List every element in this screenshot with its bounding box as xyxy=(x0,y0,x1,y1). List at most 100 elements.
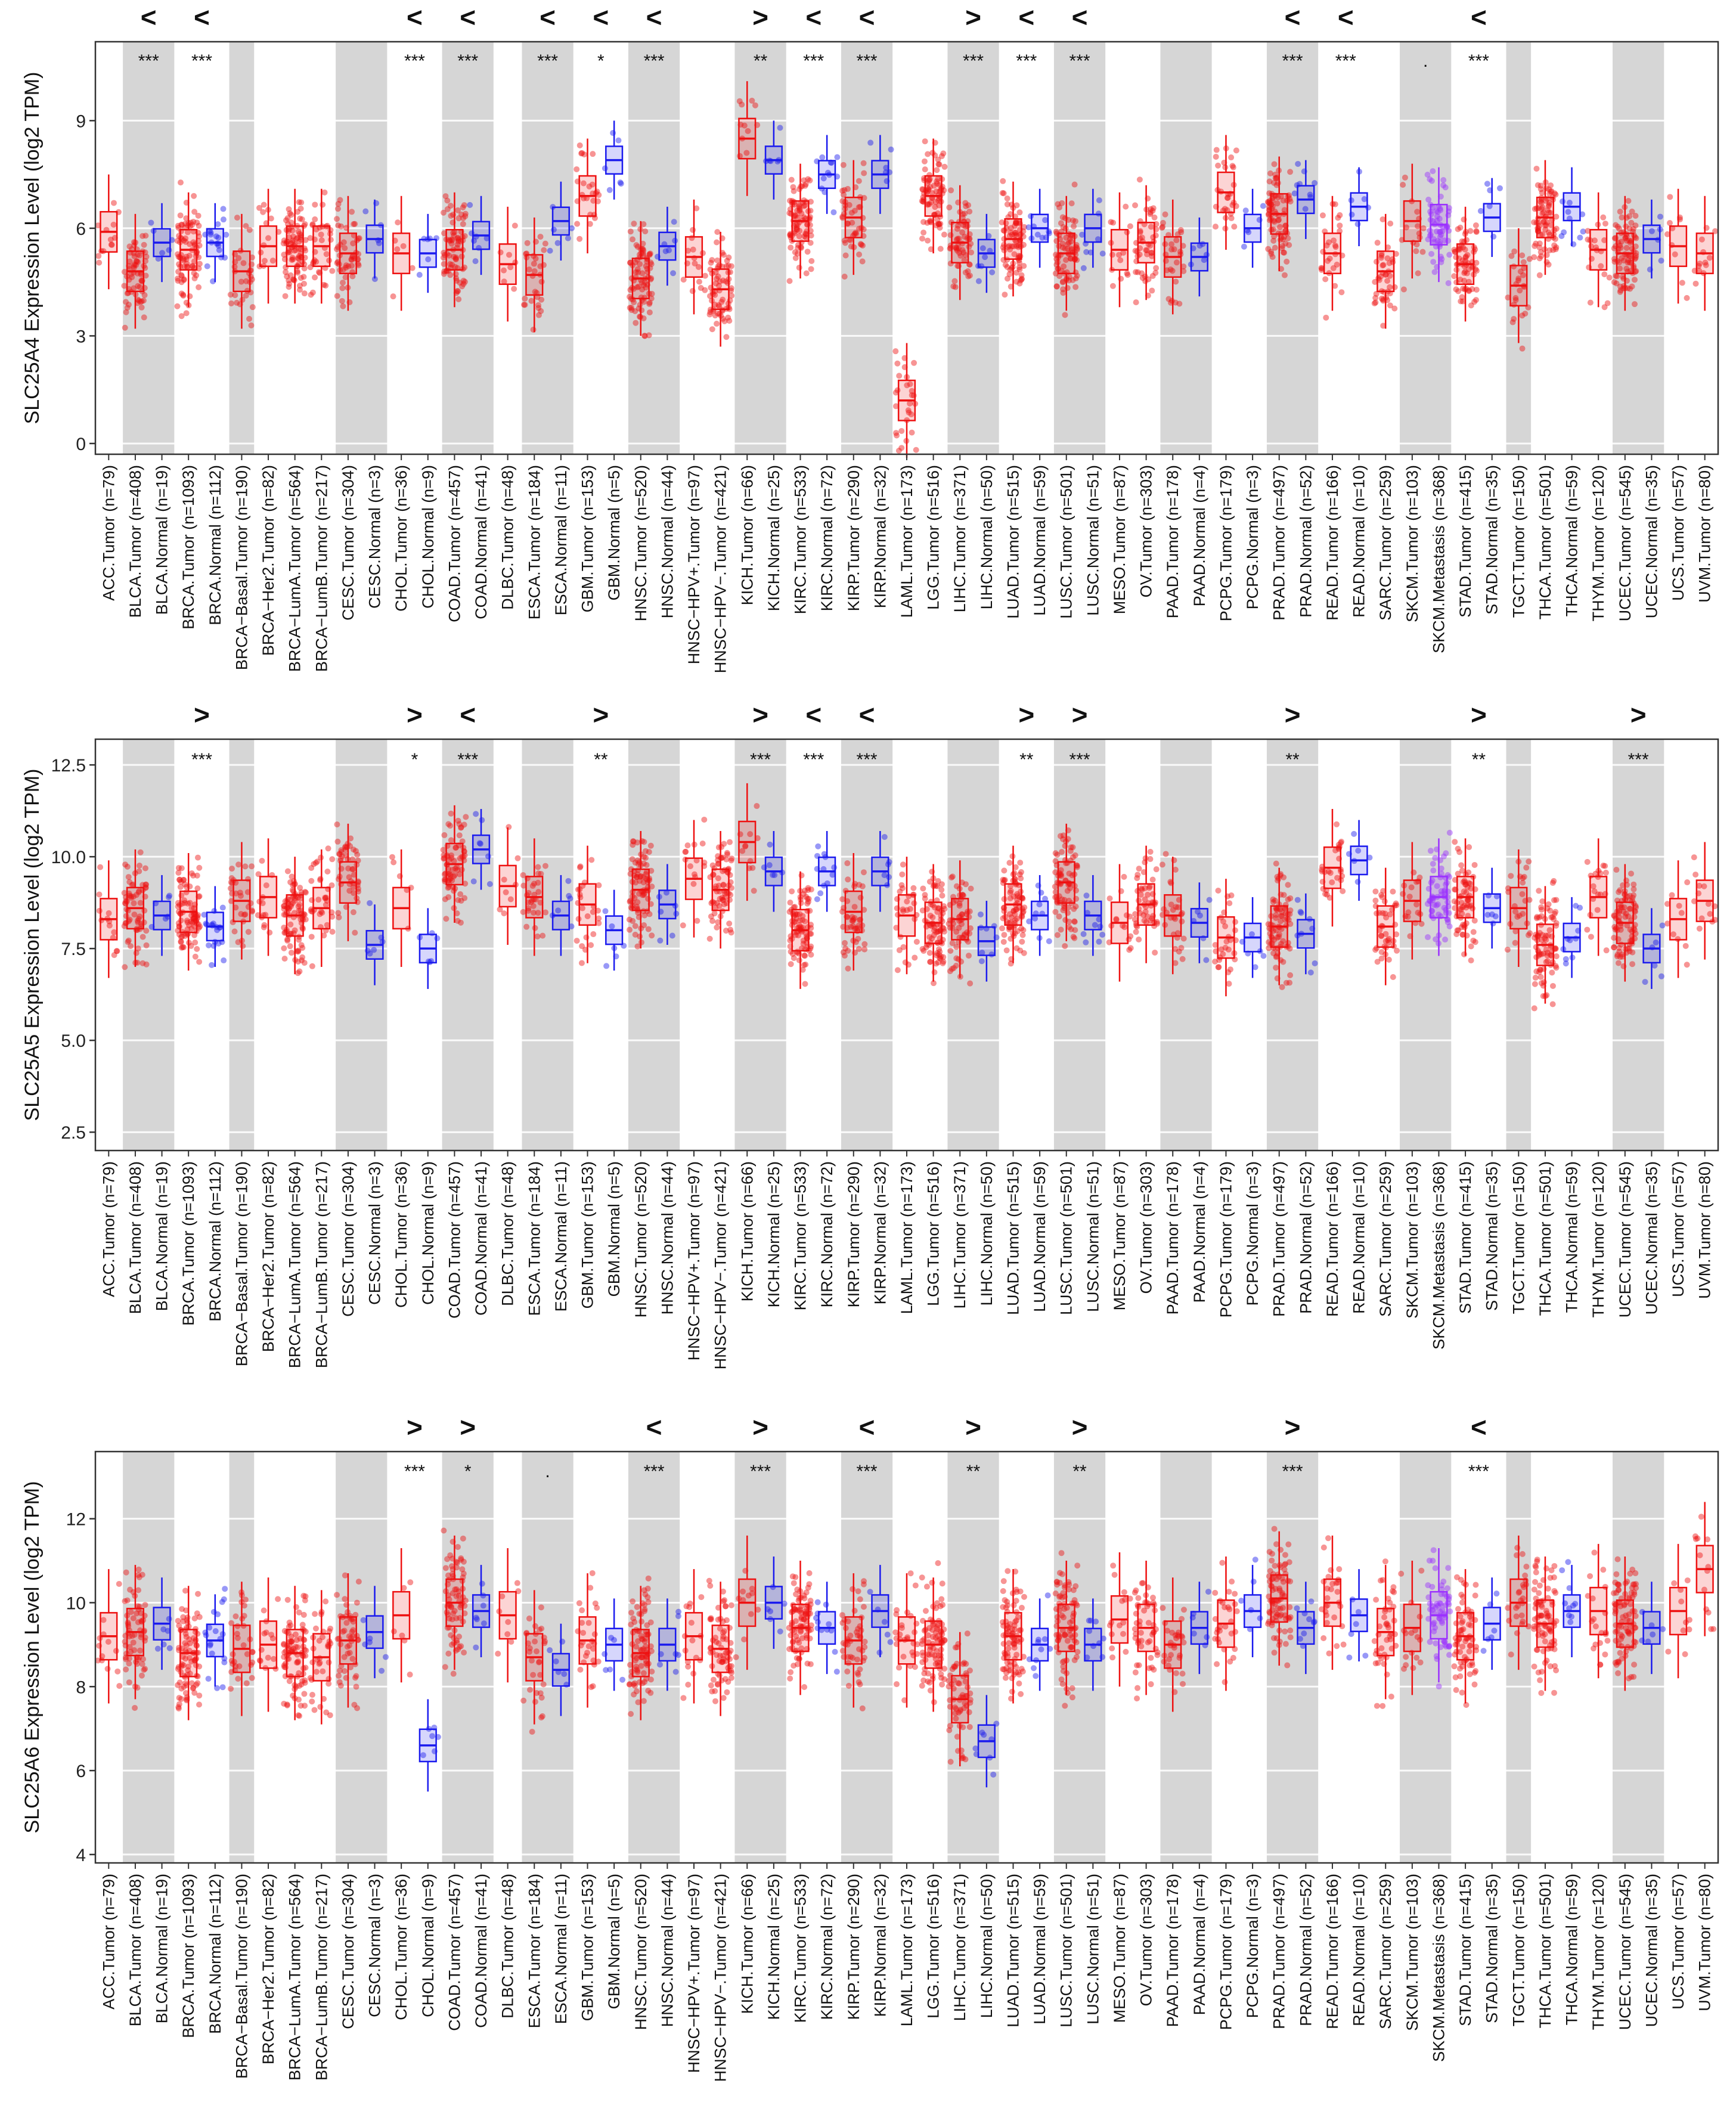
x-tick-label: ESCA.Normal (n=11) xyxy=(552,465,570,615)
significance-stars: *** xyxy=(1070,750,1090,770)
points-hnsc-normal-n-44 xyxy=(654,219,678,277)
significance-arrow: < xyxy=(1018,2,1034,33)
significance-arrow: < xyxy=(540,2,556,33)
box-chol-normal-n-9 xyxy=(418,213,437,293)
x-tick-label: CHOL.Normal (n=9) xyxy=(419,465,437,609)
x-tick-label: PAAD.Normal (n=4) xyxy=(1191,1874,1208,2015)
y-tick-label: 10.0 xyxy=(51,848,86,867)
x-tick-label: MESO.Tumor (n=87) xyxy=(1111,1874,1129,2023)
box-lusc-tumor-n-501 xyxy=(1057,196,1075,311)
box-thca-normal-n-59 xyxy=(1563,1565,1581,1657)
y-tick-label: 3 xyxy=(76,327,86,346)
box-brca-basal-tumor-n-190 xyxy=(232,842,251,960)
x-tick-label: LUSC.Normal (n=51) xyxy=(1084,1161,1102,1312)
x-tick-label: UCEC.Tumor (n=545) xyxy=(1616,465,1634,621)
y-axis-label: SLC25A4 Expression Level (log2 TPM) xyxy=(21,72,44,424)
points-meso-tumor-n-87 xyxy=(1106,1562,1133,1661)
group-shade xyxy=(1266,1452,1319,1863)
significance-stars: *** xyxy=(1468,1462,1489,1481)
x-tick-label: THYM.Tumor (n=120) xyxy=(1589,465,1607,621)
x-tick-label: UCEC.Normal (n=35) xyxy=(1642,1874,1660,2027)
group-shade xyxy=(1266,42,1319,454)
box-hnsc-hpv-tumor-n-97 xyxy=(684,820,703,938)
x-tick-label: SKCM.Metastasis (n=368) xyxy=(1430,465,1447,653)
box-hnsc-normal-n-44 xyxy=(658,1598,677,1691)
group-shade xyxy=(122,1452,175,1863)
group-shade xyxy=(733,739,788,1151)
x-tick-label: KICH.Tumor (n=66) xyxy=(738,1874,756,2014)
x-tick-label: SKCM.Tumor (n=103) xyxy=(1403,1874,1421,2031)
points-brca-lumb-tumor-n-217 xyxy=(307,1598,334,1719)
points-paad-tumor-n-178 xyxy=(1160,1605,1187,1695)
significance-stars: *** xyxy=(963,51,984,71)
x-tick-label: BRCA.Tumor (n=1093) xyxy=(179,465,197,630)
significance-arrow: > xyxy=(752,699,768,730)
points-hnsc-normal-n-44 xyxy=(656,1608,682,1675)
panel-3: *** > * >. *** < *** > *** < ** > ** > *** > *** <4 6 8 10 12… xyxy=(21,1412,1719,2082)
x-tick-label: KIRC.Normal (n=72) xyxy=(818,1874,836,2020)
box-lihc-tumor-n-371 xyxy=(951,1632,969,1767)
group-shade xyxy=(627,42,681,454)
x-tick-label: HNSC.Tumor (n=520) xyxy=(632,1161,650,1317)
significance-arrow: > xyxy=(407,1412,423,1443)
box-pcpg-normal-n-3 xyxy=(1244,897,1262,978)
x-tick-label: COAD.Tumor (n=457) xyxy=(445,1874,463,2031)
box-thym-tumor-n-120 xyxy=(1589,192,1608,308)
x-tick-label: GBM.Tumor (n=153) xyxy=(579,1161,597,1309)
box-kich-tumor-n-66 xyxy=(738,783,757,901)
significance-arrow: > xyxy=(1018,699,1034,730)
box-kirp-tumor-n-290 xyxy=(844,852,863,971)
box-kirc-normal-n-72 xyxy=(818,135,836,214)
y-tick-label: 10 xyxy=(66,1593,86,1613)
box-paad-normal-n-4 xyxy=(1190,1582,1208,1675)
significance-arrow: > xyxy=(965,1412,981,1443)
x-tick-label: HNSC−HPV+.Tumor (n=97) xyxy=(685,465,703,664)
x-tick-label: LGG.Tumor (n=516) xyxy=(925,1874,943,2019)
significance-stars: ** xyxy=(1072,1462,1087,1481)
box-gbm-normal-n-5 xyxy=(605,889,624,971)
significance-stars: ** xyxy=(1019,750,1034,770)
box-prad-normal-n-52 xyxy=(1297,893,1315,975)
box-brca-lumb-tumor-n-217 xyxy=(312,1590,331,1725)
box-hnsc-tumor-n-520 xyxy=(631,221,650,336)
box-blca-normal-n-19 xyxy=(153,875,171,956)
x-tick-label: KIRC.Normal (n=72) xyxy=(818,465,836,611)
x-tick-label: THYM.Tumor (n=120) xyxy=(1589,1874,1607,2030)
group-shade xyxy=(1053,1452,1106,1863)
significance-arrow: > xyxy=(407,699,423,730)
box-ucec-tumor-n-545 xyxy=(1616,196,1634,311)
x-tick-label: STAD.Tumor (n=415) xyxy=(1456,465,1474,618)
x-tick-label: PCPG.Tumor (n=179) xyxy=(1217,1874,1235,2030)
x-tick-label: PCPG.Normal (n=3) xyxy=(1244,1874,1261,2018)
box-acc-tumor-n-79 xyxy=(100,174,118,290)
box-lgg-tumor-n-516 xyxy=(924,1577,943,1712)
x-tick-label: HNSC.Normal (n=44) xyxy=(658,465,676,618)
box-skcm-metastasis-n-368 xyxy=(1430,1548,1448,1683)
significance-arrow: > xyxy=(1630,699,1647,730)
box-brca-tumor-n-1093 xyxy=(179,1586,198,1720)
box-pcpg-tumor-n-179 xyxy=(1217,879,1235,997)
x-tick-label: BRCA−Her2.Tumor (n=82) xyxy=(259,1874,277,2064)
group-shade xyxy=(1611,42,1665,454)
x-tick-label: DLBC.Tumor (n=48) xyxy=(499,465,517,610)
box-blca-tumor-n-408 xyxy=(126,1565,145,1700)
box-stad-normal-n-35 xyxy=(1483,1577,1501,1670)
box-dlbc-tumor-n-48 xyxy=(498,1548,517,1683)
box-chol-tumor-n-36 xyxy=(392,849,411,967)
box-dlbc-tumor-n-48 xyxy=(498,827,517,945)
group-shade xyxy=(441,1452,495,1863)
points-ov-tumor-n-303 xyxy=(1132,1580,1161,1702)
significance-arrow: < xyxy=(1471,1412,1487,1443)
y-tick-label: 2.5 xyxy=(61,1123,86,1143)
box-esca-normal-n-11 xyxy=(551,181,570,261)
box-read-normal-n-10 xyxy=(1350,820,1368,901)
box-thca-tumor-n-501 xyxy=(1536,886,1555,1004)
significance-stars: *** xyxy=(457,750,478,770)
box-uvm-tumor-n-80 xyxy=(1695,1502,1714,1636)
box-brca-lumb-tumor-n-217 xyxy=(312,188,331,304)
x-tick-label: CESC.Tumor (n=304) xyxy=(339,1874,357,2029)
box-kich-tumor-n-66 xyxy=(738,1535,757,1670)
box-sarc-tumor-n-259 xyxy=(1377,213,1395,329)
significance-arrow: > xyxy=(1285,1412,1301,1443)
